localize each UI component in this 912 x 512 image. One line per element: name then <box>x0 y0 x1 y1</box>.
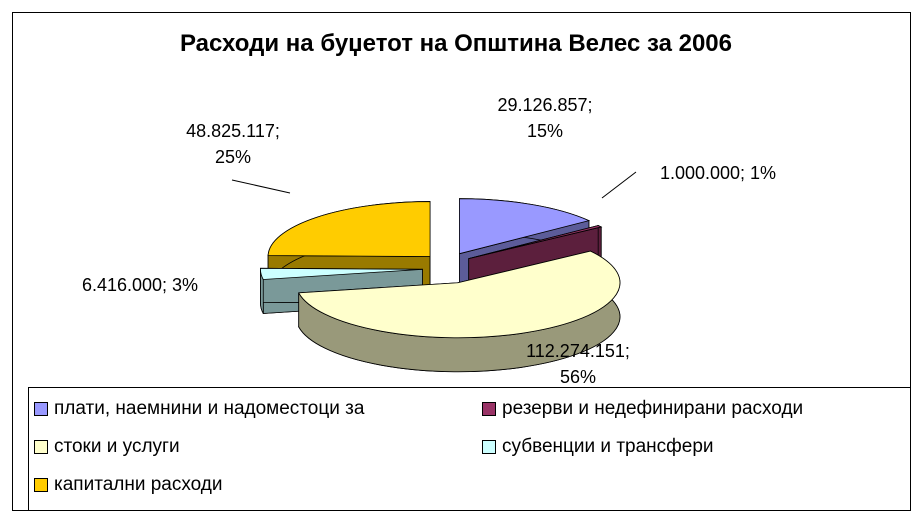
slice-top <box>267 201 431 257</box>
legend-swatch <box>482 440 496 454</box>
slice-top <box>260 267 423 280</box>
legend-item: плати, наемнини и надоместоци за <box>34 398 364 420</box>
data-label: 112.274.151; 56% <box>526 341 630 387</box>
slice-top <box>468 225 603 259</box>
legend-label: плати, наемнини и надоместоци за <box>54 398 365 419</box>
data-label: 6.416.000; 3% <box>81 275 199 295</box>
slice-top <box>298 250 621 339</box>
legend-item: стоки и услуги <box>34 436 180 458</box>
legend-label: резерви и недефинирани расходи <box>502 398 804 419</box>
leader-line <box>601 171 637 199</box>
data-label: 1.000.000; 1% <box>659 163 777 183</box>
legend-item: резерви и недефинирани расходи <box>482 398 803 420</box>
data-label: 29.126.857; 15% <box>497 95 593 141</box>
slice <box>298 250 621 373</box>
legend-swatch <box>482 402 496 416</box>
legend-item: субвенции и трансфери <box>482 436 714 458</box>
legend-label: капитални расходи <box>54 474 223 495</box>
legend-swatch <box>34 402 48 416</box>
leader-line <box>231 179 291 194</box>
data-label: 48.825.117; 25% <box>186 121 280 167</box>
legend-box <box>28 387 911 511</box>
legend-swatch <box>34 440 48 454</box>
legend-swatch <box>34 478 48 492</box>
legend-label: субвенции и трансфери <box>502 436 714 457</box>
legend-item: капитални расходи <box>34 474 223 496</box>
slice-top <box>459 198 591 255</box>
legend-label: стоки и услуги <box>54 436 180 457</box>
chart-title: Расходи на буџетот на Општина Велес за 2… <box>179 30 732 57</box>
